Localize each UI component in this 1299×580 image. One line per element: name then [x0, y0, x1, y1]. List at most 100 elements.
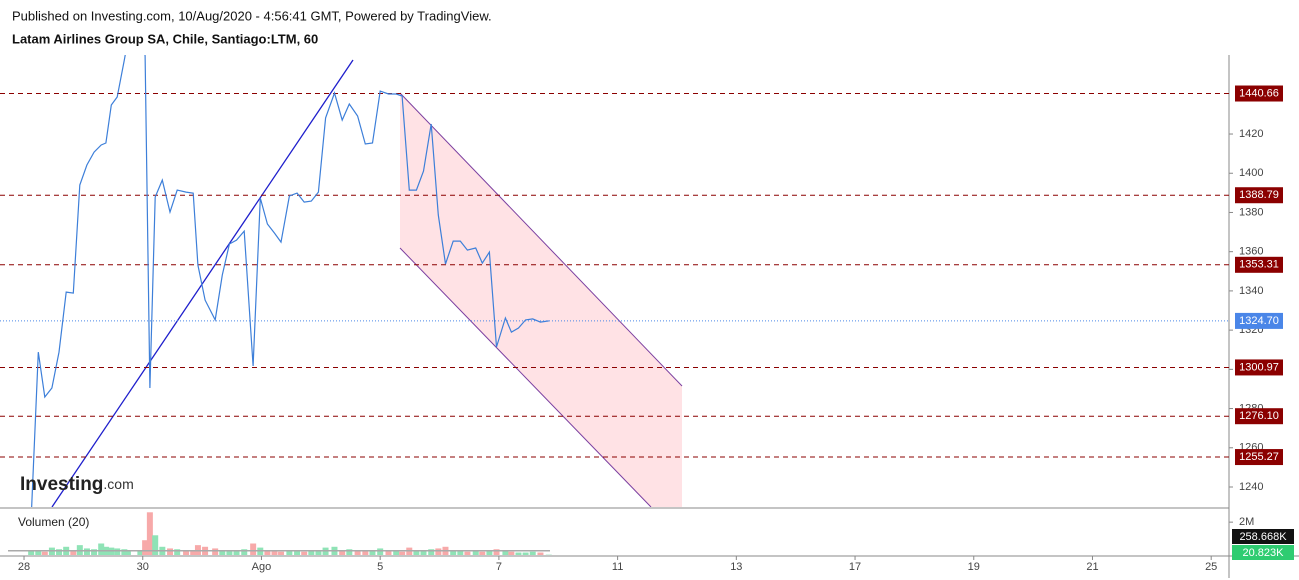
volume-bar — [264, 550, 271, 555]
volume-last-box — [1232, 545, 1294, 560]
volume-bar — [146, 512, 153, 555]
subtitle: Published on Investing.com, 10/Aug/2020 … — [12, 8, 492, 23]
volume-bar — [457, 550, 464, 555]
volume-bar — [354, 550, 361, 555]
volume-bar — [98, 543, 105, 555]
channel-fill — [400, 93, 682, 507]
volume-bar — [174, 549, 181, 555]
x-tick-label: 25 — [1205, 561, 1217, 573]
volume-bar — [35, 550, 42, 555]
y-tick-label: 1400 — [1239, 167, 1263, 179]
volume-bar — [212, 548, 219, 555]
x-tick-label: 13 — [730, 561, 742, 573]
volume-bar — [315, 550, 322, 555]
volume-bar — [70, 550, 77, 555]
volume-bar — [377, 548, 384, 555]
volume-bar — [137, 550, 144, 555]
level-box — [1235, 449, 1283, 466]
volume-bar — [486, 550, 493, 555]
x-tick-label: 28 — [18, 561, 30, 573]
x-tick-label: 11 — [612, 561, 623, 573]
volume-bar — [308, 550, 315, 555]
x-tick-label: 21 — [1086, 561, 1098, 573]
volume-bar — [121, 549, 128, 555]
level-box — [1235, 408, 1283, 425]
layer: 1240126012801300132013401360138014001420… — [0, 55, 1294, 573]
y-tick-label: 1420 — [1239, 128, 1263, 140]
volume-bar — [464, 551, 471, 555]
volume-bar — [56, 549, 63, 555]
x-tick-label: 5 — [377, 561, 383, 573]
level-box — [1235, 85, 1283, 102]
volume-bar — [428, 549, 435, 555]
volume-bar — [278, 551, 285, 555]
volume-bar — [294, 550, 301, 555]
volume-bar — [91, 549, 98, 555]
volume-bar — [369, 550, 376, 555]
x-tick-label: Ago — [252, 561, 272, 573]
level-label: 1353.31 — [1239, 259, 1279, 271]
volume-tick-label: 2M — [1239, 516, 1254, 528]
channel-upper — [399, 92, 683, 387]
volume-ma-label: 258.668K — [1239, 531, 1287, 543]
volume-bar — [339, 550, 346, 555]
chart-title: Latam Airlines Group SA, Chile, Santiago… — [12, 31, 318, 46]
level-label: 1276.10 — [1239, 410, 1279, 422]
volume-bar — [226, 550, 233, 555]
level-label: 1255.27 — [1239, 451, 1279, 463]
volume-bar — [493, 549, 500, 555]
x-tick-label: 19 — [968, 561, 980, 573]
volume-bar — [413, 550, 420, 555]
volume-bar — [420, 550, 427, 555]
volume-bar — [515, 552, 522, 555]
volume-bar — [399, 551, 406, 555]
level-box — [1235, 187, 1283, 204]
volume-bar — [346, 549, 353, 555]
volume-bar — [83, 548, 90, 555]
volume-bar — [183, 550, 190, 555]
volume-bar — [219, 550, 226, 555]
y-tick-label: 1240 — [1239, 481, 1263, 493]
x-tick-label: 17 — [849, 561, 861, 573]
volume-bar — [450, 550, 457, 555]
volume-title: Volumen (20) — [18, 515, 89, 529]
level-box — [1235, 359, 1283, 376]
last-price-box — [1235, 312, 1283, 329]
volume-bar — [362, 550, 369, 555]
volume-bar — [28, 550, 35, 555]
logo-suffix: .com — [103, 476, 133, 492]
volume-bar — [241, 549, 248, 555]
level-label: 1440.66 — [1239, 87, 1279, 99]
channel-lower — [399, 247, 652, 507]
volume-bar — [502, 550, 509, 555]
x-tick-label: 7 — [496, 561, 502, 573]
drawings — [51, 59, 683, 507]
volume-last-label: 20.823K — [1243, 547, 1285, 559]
volume-bar — [152, 535, 159, 555]
volume-ma-box — [1232, 529, 1294, 544]
volume-bar — [271, 550, 278, 555]
volume-bar — [114, 548, 121, 555]
volume-bar — [41, 551, 48, 555]
volume-bar — [233, 550, 240, 555]
volume-bar — [529, 551, 536, 555]
volume-bar — [190, 550, 197, 555]
volume-bar — [250, 543, 257, 555]
volume-bar — [393, 550, 400, 555]
volume-bar — [385, 550, 392, 555]
y-tick-label: 1380 — [1239, 206, 1263, 218]
volume-bar — [537, 552, 544, 555]
volume-bar — [522, 552, 529, 555]
x-tick-label: 30 — [137, 561, 149, 573]
logo-main: Investing — [20, 474, 103, 495]
y-tick-label: 1360 — [1239, 246, 1263, 258]
volume-bar — [472, 550, 479, 555]
price-line — [31, 55, 549, 507]
volume-bar — [286, 550, 293, 555]
level-label: 1388.79 — [1239, 189, 1279, 201]
level-box — [1235, 256, 1283, 273]
level-label: 1300.97 — [1239, 361, 1279, 373]
logo: Investing.com — [20, 474, 134, 495]
plot-area — [31, 55, 549, 507]
